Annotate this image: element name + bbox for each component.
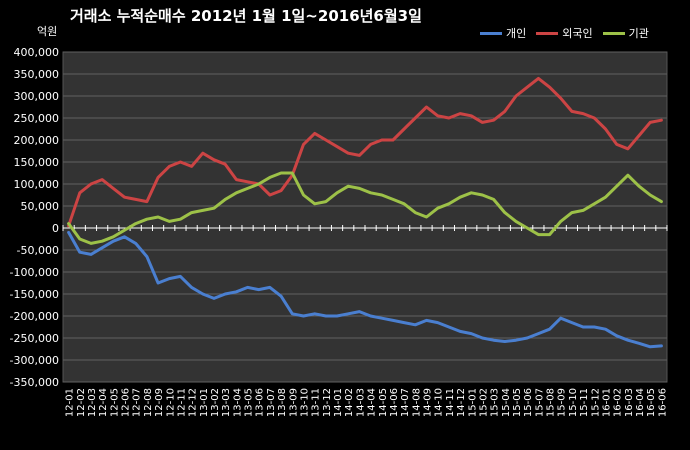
legend-item-2: 기관 [602,25,649,41]
x-tick-label: 15-06 [523,388,534,417]
x-tick-label: 16-04 [635,388,646,417]
x-tick-label: 12-02 [76,388,87,417]
legend-item-0: 개인 [480,25,526,41]
x-tick-label: 14-12 [456,388,467,417]
x-tick-label: 15-10 [568,388,579,417]
y-tick-label: 0 [52,222,59,235]
x-tick-label: 13-06 [255,388,266,417]
y-axis-unit: 억원 [37,25,58,38]
chart-title: 거래소 누적순매수 2012년 1월 1일~2016년6월3일 [70,7,422,25]
y-tick-label: -100,000 [10,266,59,279]
y-tick-label: -300,000 [10,354,59,367]
x-tick-label: 13-04 [232,388,243,417]
x-tick-label: 15-05 [512,388,523,417]
x-tick-label: 13-10 [299,388,310,417]
x-tick-label: 15-03 [490,388,501,417]
x-tick-label: 13-08 [277,388,288,417]
y-tick-label: 250,000 [14,112,60,125]
y-tick-label: 200,000 [14,134,60,147]
x-tick-label: 15-08 [546,388,557,417]
x-tick-label: 16-05 [646,388,657,417]
x-tick-label: 12-12 [188,388,199,417]
x-tick-label: 14-03 [355,388,366,417]
x-tick-label: 12-06 [121,388,132,417]
x-tick-label: 14-09 [423,388,434,417]
y-tick-label: 150,000 [14,156,60,169]
y-tick-label: -200,000 [10,310,59,323]
x-tick-label: 12-05 [109,388,120,417]
x-tick-label: 13-01 [199,388,210,417]
x-tick-label: 14-07 [400,388,411,417]
x-tick-label: 12-04 [98,388,109,417]
legend: 개인 외국인 기관 [480,25,649,41]
x-tick-label: 13-09 [288,388,299,417]
legend-label-0: 개인 [506,27,527,40]
legend-label-2: 기관 [628,27,649,40]
x-tick-label: 12-10 [165,388,176,417]
x-tick-label: 14-04 [367,388,378,417]
y-tick-label: 300,000 [14,90,60,103]
y-tick-label: -150,000 [10,288,59,301]
legend-swatch-1 [536,31,559,35]
x-tick-label: 16-06 [657,388,668,417]
x-tick-label: 14-10 [434,388,445,417]
x-tick-label: 16-01 [601,388,612,417]
legend-swatch-2 [602,31,625,35]
y-tick-label: -350,000 [10,376,59,389]
y-tick-label: 50,000 [21,200,60,213]
y-tick-label: -50,000 [17,244,59,257]
x-tick-label: 13-02 [210,388,221,417]
series-line-1 [67,76,663,228]
x-tick-label: 15-04 [501,388,512,417]
x-tick-label: 12-01 [65,388,76,417]
legend-item-1: 외국인 [536,25,593,41]
series-line-2 [67,171,663,245]
x-tick-label: 13-03 [221,388,232,417]
series-line-0 [67,230,663,349]
x-tick-label: 14-02 [344,388,355,417]
y-tick-label: 400,000 [14,46,60,59]
x-tick-label: 15-02 [478,388,489,417]
y-tick-label: 350,000 [14,68,60,81]
x-tick-label: 14-06 [389,388,400,417]
x-tick-label: 14-01 [333,388,344,417]
x-tick-label: 13-11 [311,388,322,417]
x-tick-label: 14-11 [445,388,456,417]
legend-label-1: 외국인 [562,27,593,40]
x-tick-label: 16-03 [624,388,635,417]
y-tick-label: -250,000 [10,332,59,345]
y-tick-label: 100,000 [14,178,60,191]
x-tick-label: 15-01 [467,388,478,417]
x-tick-label: 13-05 [244,388,255,417]
x-tick-label: 15-12 [590,388,601,417]
x-tick-label: 12-03 [87,388,98,417]
x-tick-label: 12-07 [132,388,143,417]
x-tick-label: 15-07 [534,388,545,417]
legend-swatch-0 [480,31,502,35]
x-tick-label: 12-08 [143,388,154,417]
x-tick-label: 14-05 [378,388,389,417]
x-tick-label: 15-09 [557,388,568,417]
x-tick-label: 16-02 [613,388,624,417]
x-tick-label: 15-11 [579,388,590,417]
x-tick-label: 13-07 [266,388,277,417]
x-tick-label: 14-08 [411,388,422,417]
x-tick-label: 12-11 [176,388,187,417]
x-tick-label: 12-09 [154,388,165,417]
x-tick-label: 13-12 [322,388,333,417]
